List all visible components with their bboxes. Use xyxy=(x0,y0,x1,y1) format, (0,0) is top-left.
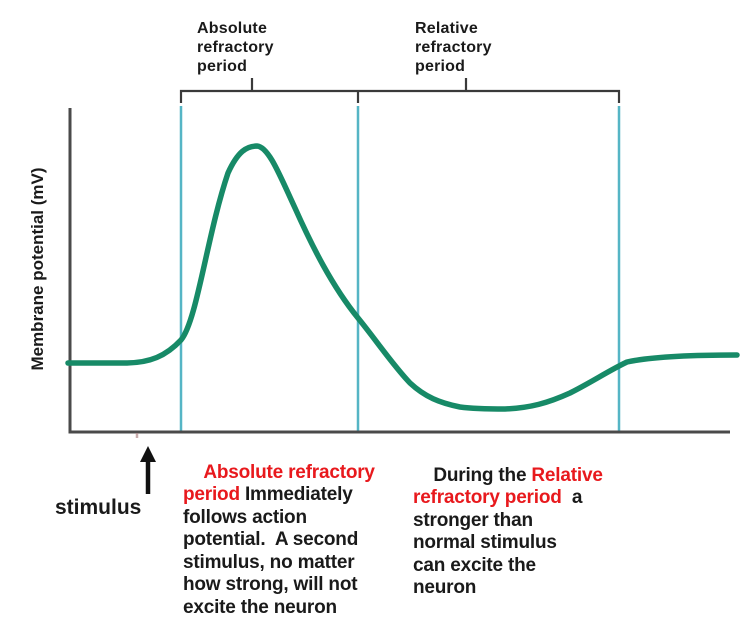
stimulus-label: stimulus xyxy=(55,496,142,519)
period-brackets xyxy=(179,78,621,103)
axes xyxy=(68,108,730,434)
absolute-annotation: Absolute refractory period Immediately f… xyxy=(183,439,375,624)
y-axis-label: Membrane potential (mV) xyxy=(28,167,47,371)
absolute-period-label: Absolute refractory period xyxy=(197,20,274,75)
relative-period-label: Relative refractory period xyxy=(415,20,492,75)
stimulus-arrow-icon xyxy=(140,446,156,494)
relative-annotation: During the Relative refractory period a … xyxy=(413,442,603,622)
relative-annotation-tail: a stronger than normal stimulus can exci… xyxy=(413,487,583,598)
action-potential-curve xyxy=(65,143,740,412)
absolute-annotation-body: Immediately follows action potential. A … xyxy=(183,484,359,618)
absolute-annotation-highlight: Absolute refractory period xyxy=(183,461,375,506)
relative-annotation-lead: During the xyxy=(433,464,532,486)
relative-annotation-highlight: Relative refractory period xyxy=(413,464,603,509)
